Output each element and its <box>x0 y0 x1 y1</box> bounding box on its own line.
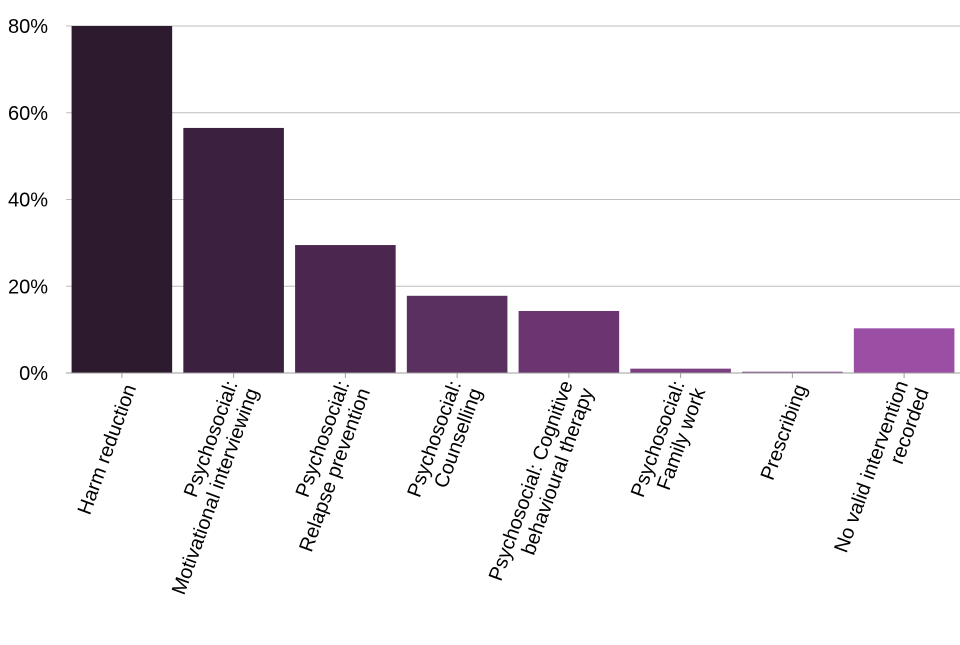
x-category-label: Psychosocial:Counselling <box>404 378 487 508</box>
bars <box>71 26 955 374</box>
x-category-label: Prescribing <box>757 382 812 484</box>
x-category-label-line: Prescribing <box>757 382 812 484</box>
y-tick-label: 0% <box>19 363 48 385</box>
y-tick-label: 80% <box>8 16 48 38</box>
x-category-label: Psychosocial:Family work <box>627 377 711 508</box>
y-tick-label: 60% <box>8 103 48 125</box>
y-tick-label: 40% <box>8 190 48 212</box>
bar <box>518 310 620 373</box>
x-category-label: Psychosocial: Cognitivebehavioural thera… <box>485 378 599 592</box>
x-category-label-line: Harm reduction <box>74 382 141 518</box>
bar <box>630 368 731 373</box>
x-axis <box>66 372 960 378</box>
x-category-label: Psychosocial:Relapse prevention <box>275 378 375 555</box>
x-category-label: Harm reduction <box>74 382 141 518</box>
y-tick-label: 20% <box>8 276 48 298</box>
y-axis-tick-labels: 0% 20% 40% 60% 80% <box>8 16 48 385</box>
x-category-label: No valid interventionrecorded <box>830 378 933 563</box>
bar <box>853 328 955 373</box>
bar <box>742 371 843 373</box>
bar <box>71 26 173 373</box>
x-category-label-line: No valid intervention <box>830 378 913 556</box>
bar <box>406 295 508 373</box>
x-axis-category-labels: Harm reduction Psychosocial:Motivational … <box>74 377 934 598</box>
bar <box>295 245 396 373</box>
bar <box>183 127 284 374</box>
x-category-label: Psychosocial:Motivational interviewing <box>147 378 263 598</box>
